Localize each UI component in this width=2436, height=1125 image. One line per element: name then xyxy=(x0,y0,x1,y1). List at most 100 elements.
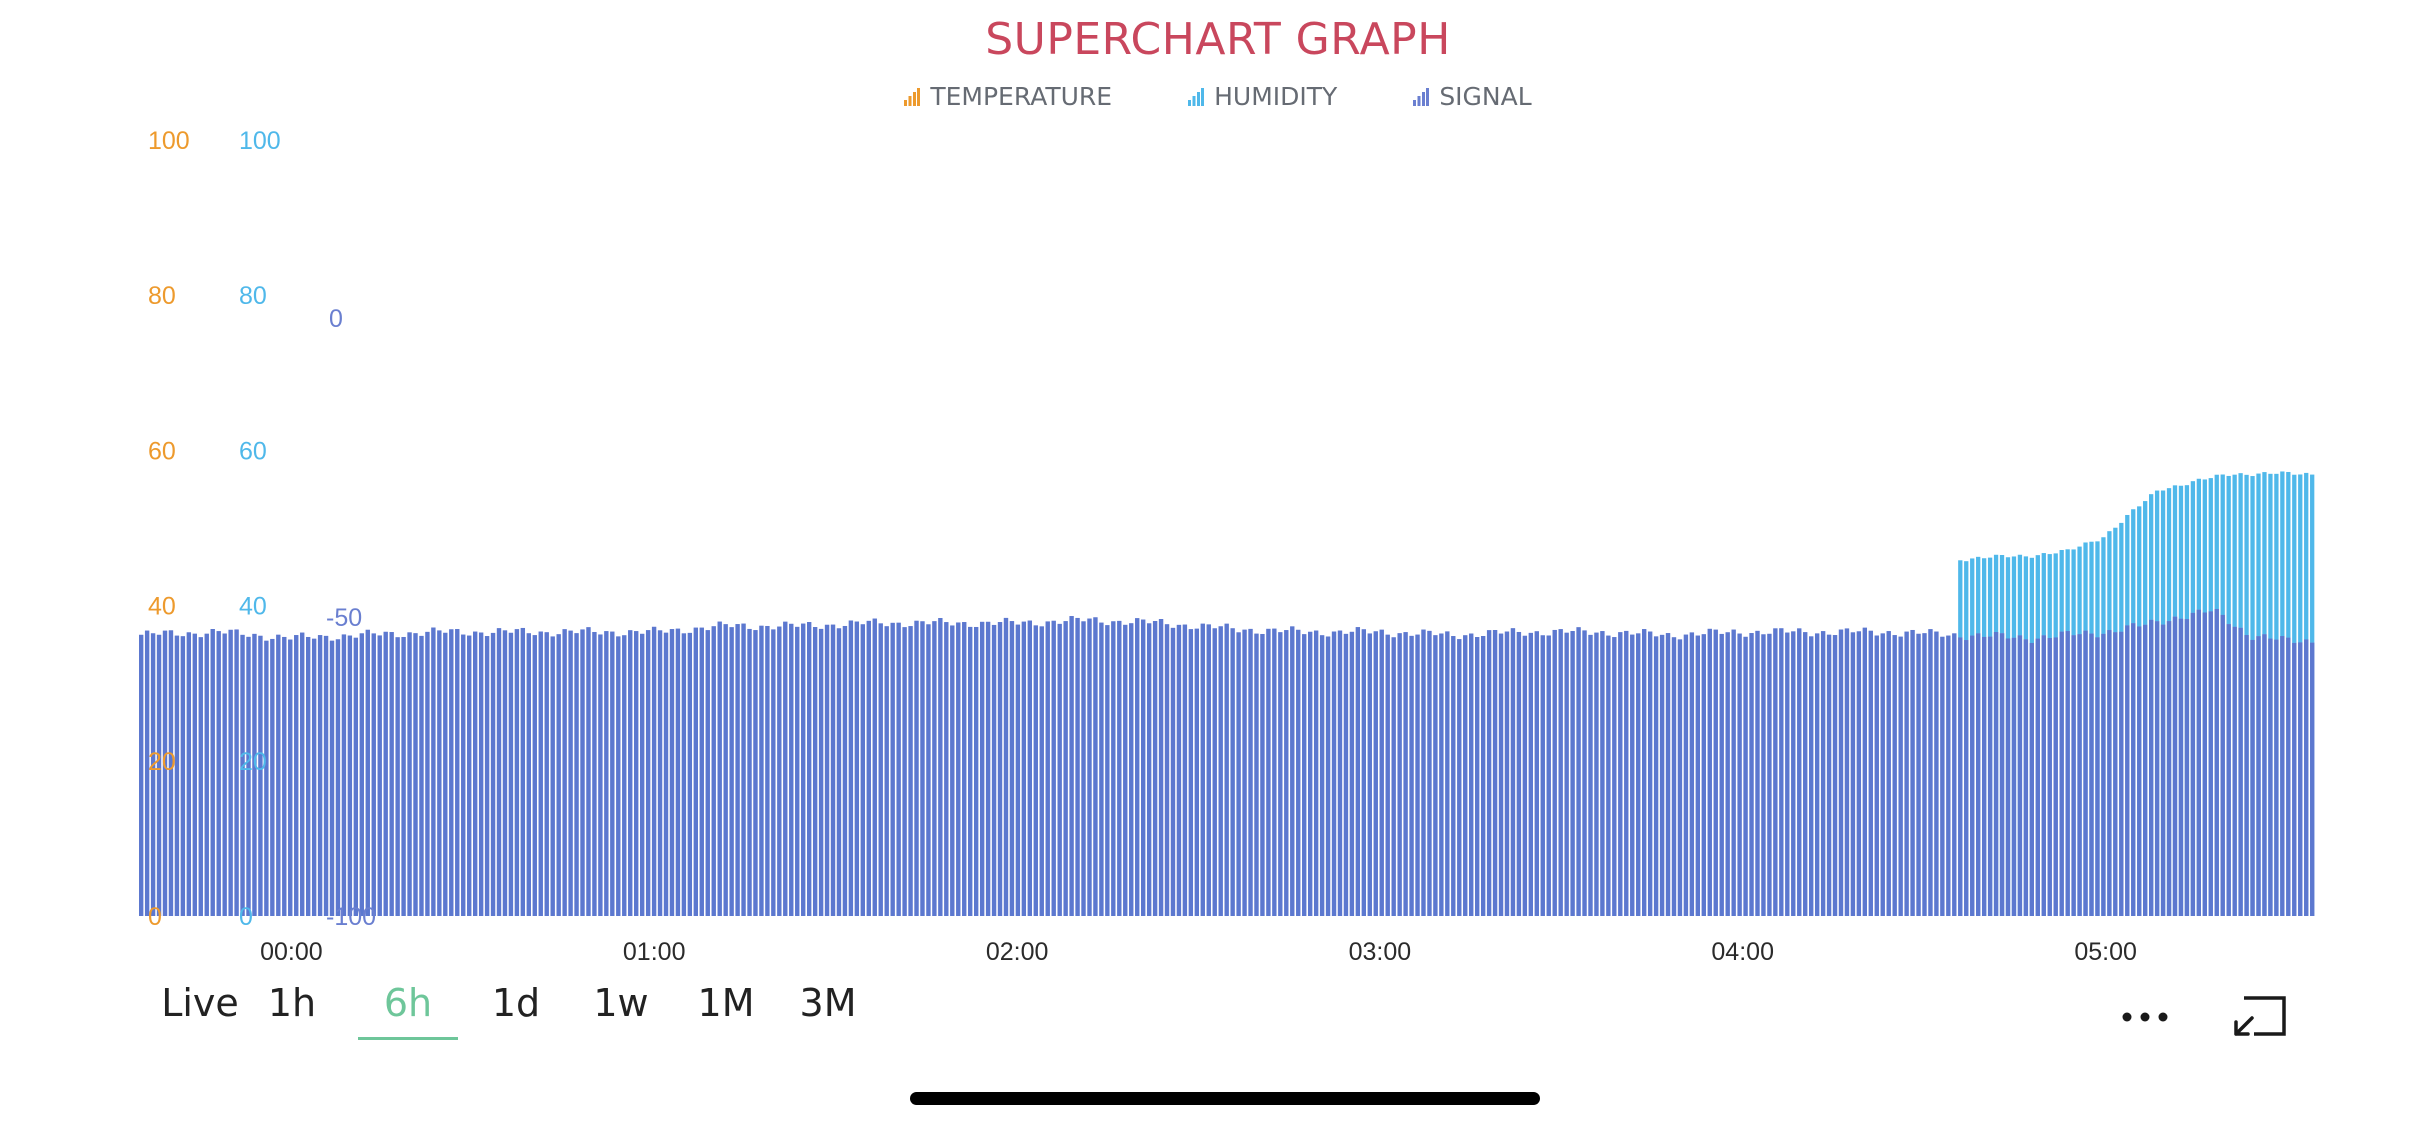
temperature-bar xyxy=(1665,633,1671,916)
temperature-bar xyxy=(1403,632,1408,916)
temperature-bar xyxy=(1254,633,1259,916)
temperature-bar xyxy=(1081,621,1086,916)
temperature-bar xyxy=(2137,626,2142,916)
temperature-bar xyxy=(1647,631,1653,916)
temperature-bar xyxy=(645,630,651,916)
temperature-bar xyxy=(1463,635,1468,916)
legend-item-signal[interactable]: SIGNAL xyxy=(1413,82,1532,111)
temperature-bar xyxy=(1618,632,1623,916)
temperature-bar xyxy=(1099,622,1104,916)
temperature-bar xyxy=(2304,639,2309,916)
temperature-bar xyxy=(1051,620,1056,916)
temperature-bar xyxy=(2262,634,2267,916)
temperature-bar xyxy=(389,632,394,916)
temperature-bar xyxy=(878,623,883,916)
range-tab-1d[interactable]: 1d xyxy=(491,981,541,1025)
temperature-bar xyxy=(735,624,740,916)
temperature-bar xyxy=(1349,631,1355,916)
temperature-bar xyxy=(1445,631,1450,916)
temperature-bar xyxy=(1003,617,1009,916)
temperature-bar xyxy=(1659,634,1665,916)
temperature-bar xyxy=(1683,634,1689,916)
temperature-bar xyxy=(771,629,776,916)
temperature-bar xyxy=(2274,639,2279,916)
temperature-bar xyxy=(2208,611,2213,916)
temperature-bar xyxy=(2083,630,2088,916)
temperature-bar xyxy=(496,628,502,916)
temperature-bar xyxy=(502,630,508,916)
temperature-axis-tick: 100 xyxy=(148,127,190,155)
temperature-bar xyxy=(842,625,848,916)
exit-fullscreen-button[interactable] xyxy=(2232,994,2288,1038)
humidity-axis-tick: 80 xyxy=(239,282,267,310)
range-tab-3m[interactable]: 3M xyxy=(799,981,857,1025)
temperature-bar xyxy=(258,635,263,916)
humidity-axis-tick: 100 xyxy=(239,127,281,155)
temperature-bar xyxy=(962,622,967,916)
range-tab-1m[interactable]: 1M xyxy=(697,981,755,1025)
temperature-bar xyxy=(300,632,305,916)
temperature-bar xyxy=(174,635,180,916)
temperature-bar xyxy=(419,635,424,916)
temperature-bar xyxy=(1469,633,1474,916)
legend-item-temperature[interactable]: TEMPERATURE xyxy=(904,82,1112,111)
temperature-bar xyxy=(1719,633,1724,916)
temperature-bar xyxy=(1636,633,1641,916)
temperature-bar xyxy=(228,629,233,916)
temperature-bar xyxy=(2047,638,2052,916)
temperature-bar xyxy=(1421,629,1426,916)
temperature-bar xyxy=(651,626,657,916)
humidity-axis-tick: 0 xyxy=(239,903,253,931)
temperature-bar xyxy=(1701,634,1706,916)
temperature-bar xyxy=(538,631,543,916)
bar-chart-icon xyxy=(904,87,921,106)
temperature-bar xyxy=(1164,624,1170,916)
temperature-bar xyxy=(371,633,376,916)
temperature-bar xyxy=(246,636,251,916)
temperature-axis-tick: 40 xyxy=(148,593,176,621)
range-tab-1h[interactable]: 1h xyxy=(267,981,317,1025)
temperature-bar xyxy=(1260,633,1265,916)
temperature-bar xyxy=(1516,631,1522,916)
temperature-bar xyxy=(1045,621,1050,916)
temperature-bar xyxy=(2065,631,2070,916)
temperature-bar xyxy=(2226,624,2231,916)
temperature-bar xyxy=(413,633,418,916)
temperature-bar xyxy=(2113,632,2118,916)
temperature-bar xyxy=(1248,628,1253,916)
temperature-bar xyxy=(282,636,287,916)
temperature-bar xyxy=(1528,632,1533,916)
more-options-button[interactable] xyxy=(2118,1000,2172,1034)
temperature-bar xyxy=(478,632,484,916)
temperature-bar xyxy=(812,627,818,916)
temperature-bar xyxy=(353,637,359,916)
range-tab-live[interactable]: Live xyxy=(161,981,239,1025)
temperature-bar xyxy=(938,618,943,916)
legend-item-humidity[interactable]: HUMIDITY xyxy=(1188,82,1337,111)
temperature-bar xyxy=(997,622,1003,916)
temperature-bar xyxy=(1385,634,1390,916)
temperature-bar xyxy=(1826,634,1832,916)
temperature-bar xyxy=(2011,637,2017,916)
temperature-bar xyxy=(1582,630,1587,916)
temperature-bar xyxy=(139,634,144,916)
temperature-bar xyxy=(2017,635,2023,916)
temperature-bar xyxy=(1522,635,1528,916)
temperature-bar xyxy=(1981,636,1987,916)
temperature-bar xyxy=(1182,624,1188,916)
temperature-bar xyxy=(1761,634,1766,916)
temperature-bar xyxy=(2292,642,2297,916)
temperature-bar xyxy=(944,622,949,916)
temperature-bar xyxy=(1868,630,1873,916)
humidity-axis-tick: 60 xyxy=(239,437,267,465)
range-tab-1w[interactable]: 1w xyxy=(593,981,649,1025)
legend-label: SIGNAL xyxy=(1439,82,1532,111)
temperature-bar xyxy=(473,631,478,916)
temperature-bar xyxy=(2160,624,2166,916)
temperature-bar xyxy=(1486,630,1492,916)
range-tab-6h[interactable]: 6h xyxy=(358,976,458,1040)
chart-legend: TEMPERATURE HUMIDITY SIGNAL xyxy=(0,82,2436,111)
temperature-bar xyxy=(1272,628,1277,916)
temperature-bar xyxy=(2196,609,2201,916)
temperature-bar xyxy=(705,630,710,916)
